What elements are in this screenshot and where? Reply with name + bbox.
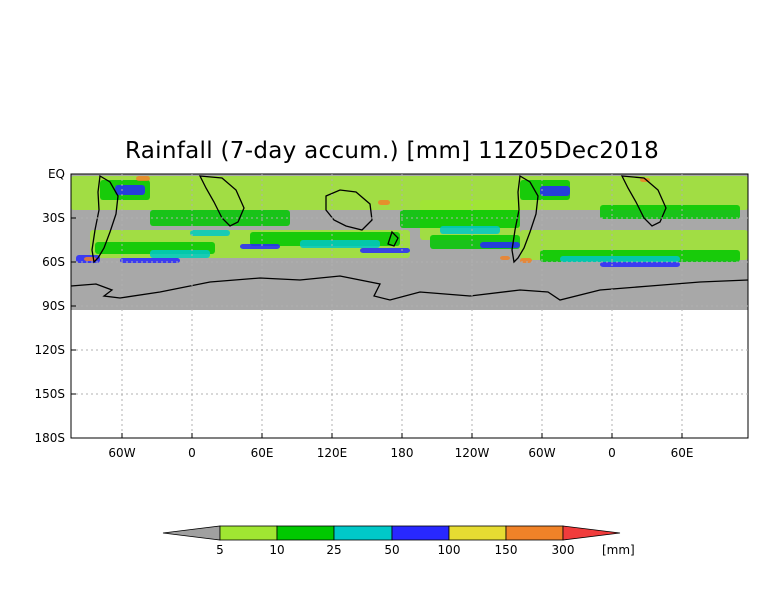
colorbar-unit: [mm] [602,543,635,557]
rain-area [540,186,570,196]
coastlines [70,174,749,301]
rain-area [560,256,680,262]
rain-area [71,176,748,210]
colorbar-segment [505,525,564,541]
rain-area [240,244,280,249]
rain-area [360,248,410,253]
rain-area [120,258,180,263]
rain-bands [71,176,748,267]
colorbar-tick-label: 5 [216,543,224,557]
x-axis-labels: 60W 0 60E 120E 180 120W 60W 0 60E [108,446,693,460]
rain-area [600,262,680,267]
y-axis-label: EQ [48,167,65,181]
colorbar: 5 10 25 50 100 150 300 [162,525,621,557]
colorbar-tick-label: 50 [384,543,399,557]
rain-area [300,240,380,248]
colorbar-tick-label: 100 [438,543,461,557]
rain-area [378,200,390,205]
x-axis-label: 120W [455,446,490,460]
africa-coast [198,175,245,227]
south-america-coast-repeat [511,174,539,264]
y-axis-label: 180S [34,431,65,445]
colorbar-over-triangle [562,525,621,541]
colorbar-segment [333,525,393,541]
x-axis-label: 60W [108,446,135,460]
colorbar-under-triangle [162,525,221,541]
colorbar-segment [448,525,507,541]
x-axis-label: 0 [608,446,616,460]
south-america-coast [91,174,119,264]
y-axis-label: 60S [42,255,65,269]
colorbar-segment [276,525,335,541]
x-axis-label: 120E [317,446,348,460]
rain-area [136,176,150,181]
rain-area [400,210,520,228]
x-axis-label: 180 [391,446,414,460]
x-axis-label: 0 [188,446,196,460]
rain-area [150,210,290,226]
rain-area [150,250,210,258]
new-zealand-coast [387,230,399,247]
africa-coast-repeat [620,175,667,227]
y-axis-label: 120S [34,343,65,357]
rain-area [440,226,500,234]
colorbar-segment [391,525,450,541]
y-axis-label: 150S [34,387,65,401]
colorbar-segment [219,525,278,541]
rain-area [190,230,230,236]
rain-area [115,185,145,195]
colorbar-tick-label: 300 [552,543,575,557]
antarctica-coast [70,275,749,301]
colorbar-tick-label: 10 [269,543,284,557]
colorbar-tick-label: 25 [326,543,341,557]
y-axis-label: 90S [42,299,65,313]
rain-area [600,205,740,219]
x-axis-label: 60W [528,446,555,460]
x-axis-label: 60E [671,446,694,460]
map-title: Rainfall (7-day accum.) [mm] 11Z05Dec201… [125,138,659,164]
colorbar-tick-label: 150 [495,543,518,557]
gridlines [71,173,748,439]
rain-area [500,256,510,260]
x-axis-label: 60E [251,446,274,460]
australia-coast [325,189,373,231]
rain-area [480,242,520,248]
y-axis-label: 30S [42,211,65,225]
y-axis-labels: EQ 30S 60S 90S 120S 150S 180S [34,167,65,445]
